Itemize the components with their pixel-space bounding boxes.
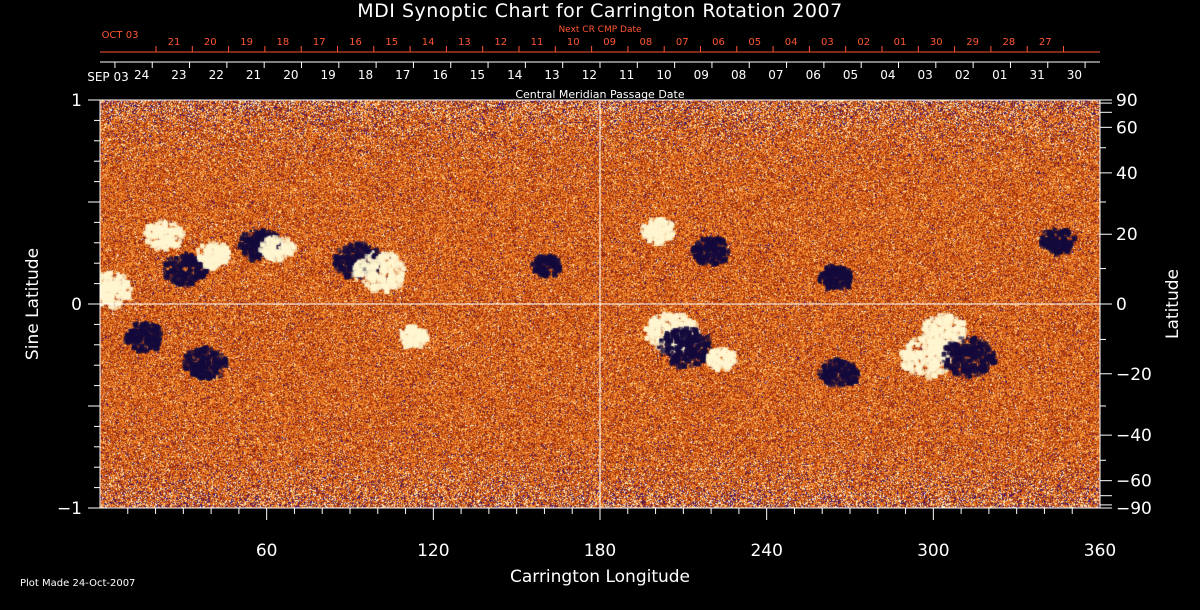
y-left-tick-label: 0 xyxy=(71,295,82,315)
cmp-date-label: 19 xyxy=(321,68,336,82)
cmp-date-label: 10 xyxy=(656,68,671,82)
cmp-date-label: 04 xyxy=(880,68,895,82)
next-cr-date-label: 29 xyxy=(966,37,979,48)
y-left-tick-label: 1 xyxy=(71,91,82,111)
next-cr-date-label: 09 xyxy=(603,37,616,48)
cmp-date-label: 24 xyxy=(134,68,149,82)
next-cr-date-label: 30 xyxy=(930,37,943,48)
next-cr-date-label: 18 xyxy=(277,37,290,48)
cmp-date-label: 07 xyxy=(768,68,783,82)
cmp-month-label: SEP 03 xyxy=(87,70,129,84)
next-cr-date-label: 15 xyxy=(385,37,398,48)
next-cr-date-label: 02 xyxy=(857,37,870,48)
cmp-date-label: 31 xyxy=(1029,68,1044,82)
next-cr-date-label: 12 xyxy=(494,37,507,48)
y-left-axis-label: Sine Latitude xyxy=(23,248,43,360)
y-right-tick-label: −90 xyxy=(1116,499,1152,519)
y-right-tick-label: −20 xyxy=(1116,365,1152,385)
cmp-date-label: 15 xyxy=(470,68,485,82)
next-cr-date-label: 13 xyxy=(458,37,471,48)
next-cr-date-label: 19 xyxy=(240,37,253,48)
x-tick-label: 60 xyxy=(256,541,278,561)
cmp-date-label: 05 xyxy=(843,68,858,82)
next-cr-date-label: 04 xyxy=(785,37,798,48)
next-cr-date-label: 27 xyxy=(1039,37,1052,48)
y-right-tick-label: −60 xyxy=(1116,472,1152,492)
next-cr-date-label: 01 xyxy=(894,37,907,48)
next-cr-date-label: 05 xyxy=(748,37,761,48)
x-tick-label: 120 xyxy=(417,541,449,561)
next-cr-date-label: 03 xyxy=(821,37,834,48)
cmp-date-label: 06 xyxy=(806,68,821,82)
next-cr-date-label: 10 xyxy=(567,37,580,48)
next-cr-date-label: 28 xyxy=(1003,37,1016,48)
y-right-tick-label: 90 xyxy=(1116,91,1138,111)
y-right-tick-label: 60 xyxy=(1116,118,1138,138)
x-tick-label: 360 xyxy=(1084,541,1116,561)
cmp-date-label: 30 xyxy=(1067,68,1082,82)
cmp-date-label: 01 xyxy=(992,68,1007,82)
y-left-tick-label: −1 xyxy=(57,499,82,519)
cmp-date-label: 23 xyxy=(171,68,186,82)
next-cr-date-label: 06 xyxy=(712,37,725,48)
y-right-tick-label: 40 xyxy=(1116,164,1138,184)
cmp-date-label: 20 xyxy=(283,68,298,82)
cmp-date-label: 21 xyxy=(246,68,261,82)
next-cr-date-label: 11 xyxy=(531,37,544,48)
cmp-date-label: 14 xyxy=(507,68,522,82)
cmp-date-label: 18 xyxy=(358,68,373,82)
x-tick-label: 300 xyxy=(917,541,949,561)
next-cr-date-label: 14 xyxy=(422,37,435,48)
x-tick-label: 180 xyxy=(584,541,616,561)
cmp-date-label: 08 xyxy=(731,68,746,82)
next-cr-axis-title: Next CR CMP Date xyxy=(558,25,642,35)
cmp-date-label: 17 xyxy=(395,68,410,82)
next-cr-date-label: 07 xyxy=(676,37,689,48)
y-right-axis-label: Latitude xyxy=(1163,269,1183,339)
next-cr-date-label: 08 xyxy=(640,37,653,48)
next-cr-date-label: 21 xyxy=(168,37,181,48)
next-cr-date-label: 16 xyxy=(349,37,362,48)
cmp-date-label: 13 xyxy=(544,68,559,82)
cmp-axis-title: Central Meridian Passage Date xyxy=(515,88,684,101)
y-right-tick-label: 0 xyxy=(1116,295,1127,315)
next-cr-date-label: 20 xyxy=(204,37,217,48)
cmp-date-label: 16 xyxy=(432,68,447,82)
x-tick-label: 240 xyxy=(750,541,782,561)
cmp-date-label: 22 xyxy=(209,68,224,82)
cmp-date-label: 11 xyxy=(619,68,634,82)
chart-title: MDI Synoptic Chart for Carrington Rotati… xyxy=(357,0,843,22)
plot-made-note: Plot Made 24-Oct-2007 xyxy=(20,578,136,589)
y-right-tick-label: 20 xyxy=(1116,225,1138,245)
cmp-date-label: 03 xyxy=(918,68,933,82)
cmp-date-label: 09 xyxy=(694,68,709,82)
cmp-date-label: 02 xyxy=(955,68,970,82)
cmp-date-label: 12 xyxy=(582,68,597,82)
x-axis-label: Carrington Longitude xyxy=(510,567,690,587)
next-cr-date-label: 17 xyxy=(313,37,326,48)
next-cr-month-label: OCT 03 xyxy=(102,30,139,41)
y-right-tick-label: −40 xyxy=(1116,426,1152,446)
